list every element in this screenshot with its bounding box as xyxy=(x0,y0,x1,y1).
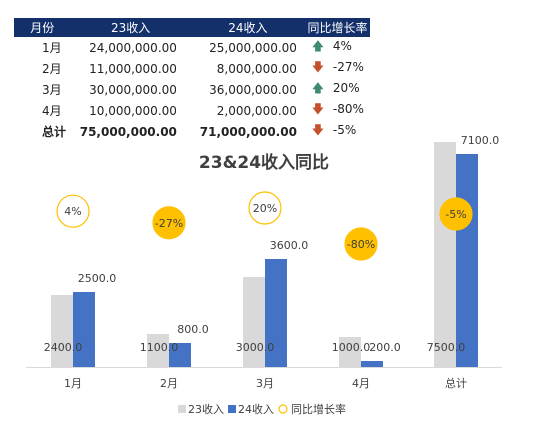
header-yoy: 同比增长率 xyxy=(304,18,370,37)
data-label-24: 2500.0 xyxy=(78,272,117,285)
bar-24-income xyxy=(456,154,478,367)
data-label-24: 3600.0 xyxy=(270,239,309,252)
legend-label-23: 23收入 xyxy=(188,402,224,416)
table-row: 4月 10,000,000.00 2,000,000.00 🡇 -80% xyxy=(14,100,370,121)
cell-income-23: 24,000,000.00 xyxy=(89,40,177,55)
bar-23-income xyxy=(243,277,265,367)
yoy-value: 4% xyxy=(332,39,352,53)
cell-income-24: 8,000,000.00 xyxy=(216,61,297,76)
data-label-23: 1000.0 xyxy=(332,341,371,354)
bar-23-income xyxy=(147,334,169,367)
legend-swatch-yoy xyxy=(278,404,288,414)
cell-yoy: 🡅 4% xyxy=(305,37,370,58)
cell-month: 2月 xyxy=(42,62,62,76)
cell-month: 4月 xyxy=(42,104,62,118)
cell-income-23: 10,000,000.00 xyxy=(89,103,177,118)
cell-income-24: 36,000,000.00 xyxy=(209,82,297,97)
header-income-23: 23收入 xyxy=(70,18,191,37)
legend-swatch-24 xyxy=(228,405,236,413)
up-arrow-icon: 🡅 xyxy=(311,39,325,53)
down-arrow-icon: 🡇 xyxy=(311,102,325,116)
cell-yoy: 🡅 20% xyxy=(305,79,370,100)
x-tick-label: 2月 xyxy=(160,377,178,390)
cell-income-24: 2,000,000.00 xyxy=(216,103,297,118)
yoy-label: 20% xyxy=(253,202,277,215)
bar-24-income xyxy=(169,343,191,367)
table-row: 3月 30,000,000.00 36,000,000.00 🡅 20% xyxy=(14,79,370,100)
cell-income-24: 25,000,000.00 xyxy=(209,40,297,55)
data-label-24: 200.0 xyxy=(369,341,401,354)
legend-swatch-23 xyxy=(178,405,186,413)
yoy-value: -80% xyxy=(332,102,364,116)
down-arrow-icon: 🡇 xyxy=(311,60,325,74)
yoy-marker xyxy=(439,197,473,231)
bar-24-income xyxy=(361,361,383,367)
yoy-value: -5% xyxy=(332,123,357,137)
table-row-total: 总计 75,000,000.00 71,000,000.00 🡇 -5% xyxy=(14,121,370,142)
yoy-label: -27% xyxy=(155,217,183,230)
cell-income-24: 71,000,000.00 xyxy=(199,124,297,139)
data-label-23: 3000.0 xyxy=(236,341,275,354)
data-label-24: 7100.0 xyxy=(461,134,500,147)
x-tick-label: 3月 xyxy=(256,377,274,390)
table-row: 1月 24,000,000.00 25,000,000.00 🡅 4% xyxy=(14,37,370,58)
up-arrow-icon: 🡅 xyxy=(311,81,325,95)
chart-title: 23&24收入同比 xyxy=(199,152,329,173)
cell-income-23: 11,000,000.00 xyxy=(89,61,177,76)
cell-income-23: 30,000,000.00 xyxy=(89,82,177,97)
bar-23-income xyxy=(434,142,456,367)
cell-month: 1月 xyxy=(42,41,62,55)
yoy-value: 20% xyxy=(332,81,360,95)
table-row: 2月 11,000,000.00 8,000,000.00 🡇 -27% xyxy=(14,58,370,79)
data-label-23: 2400.0 xyxy=(44,341,83,354)
header-month: 月份 xyxy=(14,18,71,37)
x-tick-label: 1月 xyxy=(64,377,82,390)
x-tick-label: 总计 xyxy=(445,376,467,390)
cell-yoy: 🡇 -27% xyxy=(305,58,370,79)
yoy-label: 4% xyxy=(64,205,81,218)
yoy-value: -27% xyxy=(332,60,364,74)
yoy-marker xyxy=(344,227,378,261)
data-label-23: 7500.0 xyxy=(427,341,466,354)
bar-23-income xyxy=(339,337,361,367)
yoy-label: -5% xyxy=(445,208,466,221)
legend-label-yoy: 同比增长率 xyxy=(291,402,346,416)
bar-24-income xyxy=(73,292,95,367)
bar-23-income xyxy=(51,295,73,367)
data-table: 月份 23收入 24收入 同比增长率 1月 24,000,000.00 25,0… xyxy=(14,18,370,142)
yoy-marker xyxy=(56,194,90,228)
data-label-23: 1100.0 xyxy=(140,341,179,354)
cell-month: 3月 xyxy=(42,83,62,97)
down-arrow-icon: 🡇 xyxy=(311,123,325,137)
table-header-row: 月份 23收入 24收入 同比增长率 xyxy=(14,18,370,37)
yoy-marker xyxy=(248,191,282,225)
yoy-marker xyxy=(152,206,186,240)
cell-month: 总计 xyxy=(42,125,67,139)
header-income-24: 24收入 xyxy=(190,18,305,37)
legend-label-24: 24收入 xyxy=(238,402,274,416)
x-tick-label: 4月 xyxy=(352,377,370,390)
cell-yoy: 🡇 -5% xyxy=(305,121,370,142)
data-label-24: 800.0 xyxy=(177,323,209,336)
cell-yoy: 🡇 -80% xyxy=(305,100,370,121)
bar-24-income xyxy=(265,259,287,367)
yoy-label: -80% xyxy=(347,238,375,251)
cell-income-23: 75,000,000.00 xyxy=(79,124,177,139)
